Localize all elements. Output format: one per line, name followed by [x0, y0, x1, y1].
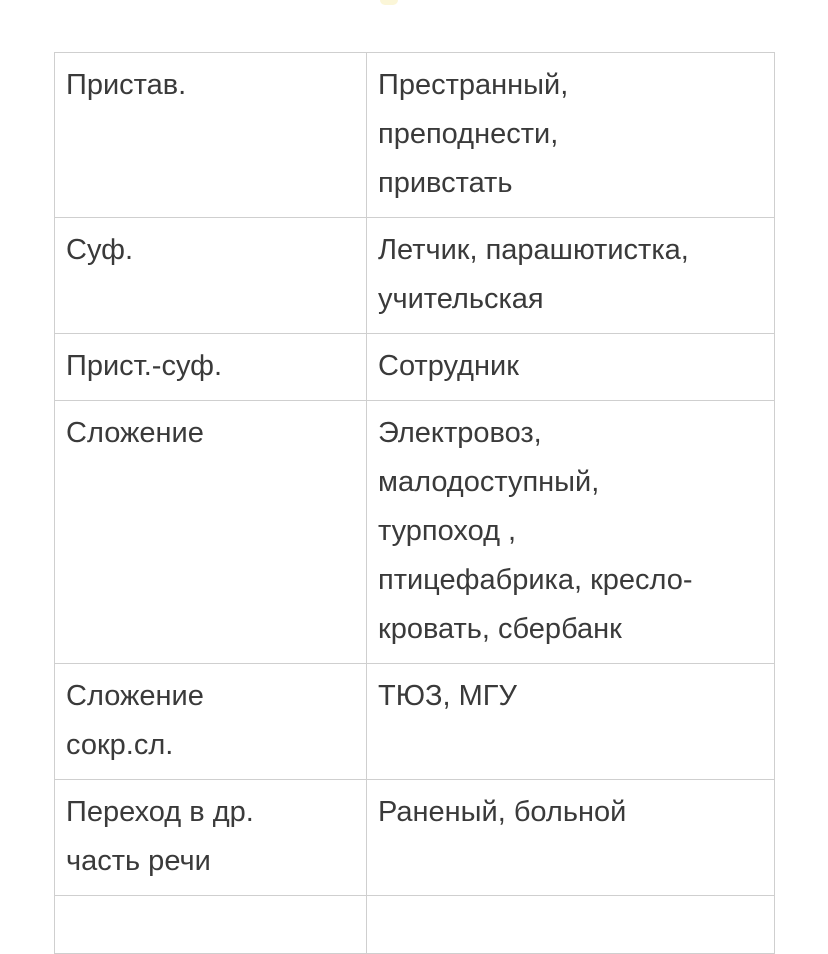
method-cell — [54, 895, 367, 954]
decorative-blob — [380, 0, 398, 5]
examples-cell — [366, 895, 775, 954]
examples-cell: Раненый, больной — [366, 779, 775, 896]
examples-cell: Летчик, парашютистка, учительская — [366, 217, 775, 334]
method-cell: Прист.-суф. — [54, 333, 367, 401]
method-cell: Сложение сокр.сл. — [54, 663, 367, 780]
method-cell: Переход в др. часть речи — [54, 779, 367, 896]
table-row — [54, 895, 775, 954]
method-cell: Сложение — [54, 400, 367, 664]
table-row: Суф. Летчик, парашютистка, учительская — [54, 217, 775, 334]
table-row: Сложение сокр.сл. ТЮЗ, МГУ — [54, 663, 775, 780]
method-cell: Суф. — [54, 217, 367, 334]
examples-cell: Сотрудник — [366, 333, 775, 401]
examples-cell: Престранный, преподнести, привстать — [366, 52, 775, 218]
method-cell: Пристав. — [54, 52, 367, 218]
examples-cell: Электровоз, малодоступный, турпоход , пт… — [366, 400, 775, 664]
table-row: Прист.-суф. Сотрудник — [54, 333, 775, 401]
table-row: Переход в др. часть речи Раненый, больной — [54, 779, 775, 896]
table-row: Пристав. Престранный, преподнести, привст… — [54, 52, 775, 218]
table-row: Сложение Электровоз, малодоступный, турпо… — [54, 400, 775, 664]
word-formation-table: Пристав. Престранный, преподнести, привст… — [54, 52, 775, 954]
examples-cell: ТЮЗ, МГУ — [366, 663, 775, 780]
